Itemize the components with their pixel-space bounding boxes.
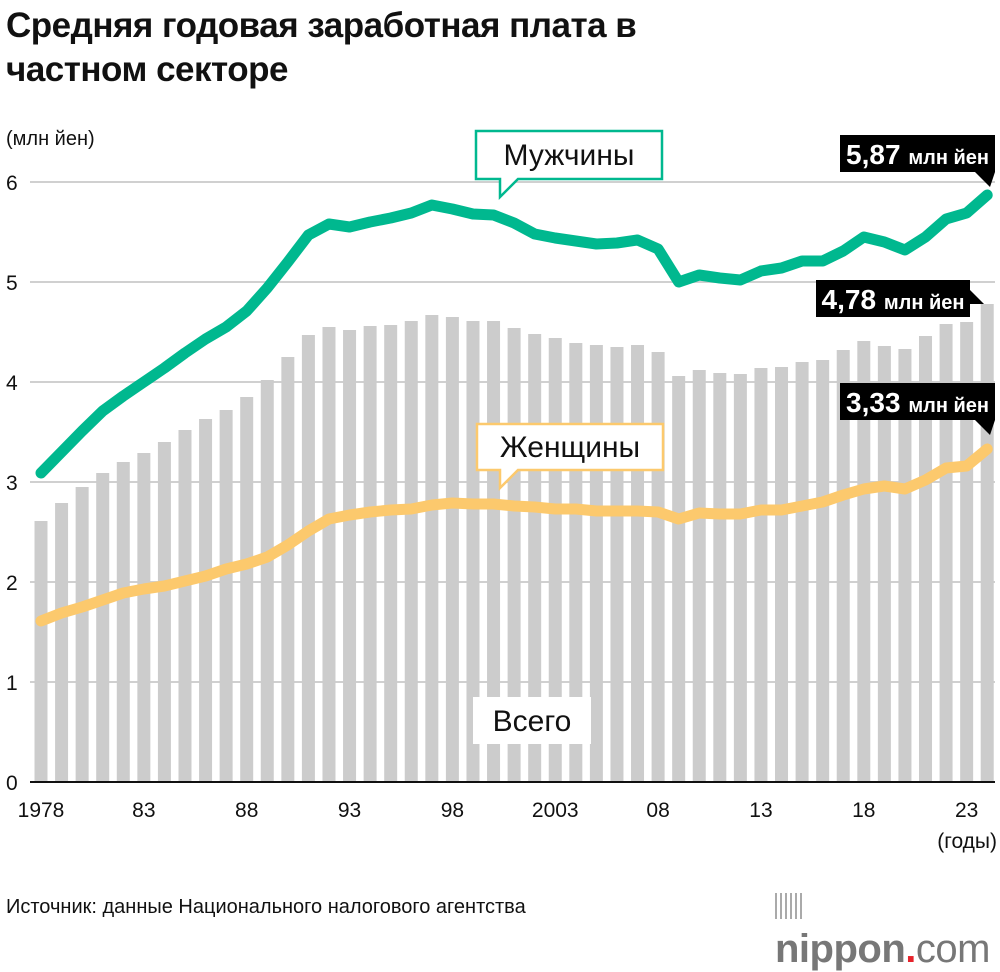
end-label-women-value: 3,33 — [846, 387, 908, 418]
end-label-total-box — [816, 280, 970, 317]
y-tick-label: 6 — [6, 172, 18, 195]
y-tick-label: 0 — [6, 772, 18, 795]
bar-total — [240, 397, 254, 782]
title-line-2: частном секторе — [6, 50, 288, 89]
end-label-women-pointer — [975, 420, 995, 435]
bar-total — [199, 419, 213, 782]
x-tick-label: 08 — [646, 799, 669, 822]
end-label-men-box — [840, 135, 995, 172]
bar-total — [301, 335, 315, 782]
logo-suffix: com — [915, 927, 991, 971]
end-label-total-text: 4,78 млн йен — [822, 284, 965, 315]
bar-total — [672, 376, 686, 782]
legend-total: Всего — [473, 697, 591, 744]
end-label-men: 5,87 млн йен — [840, 135, 995, 187]
bar-total — [939, 324, 953, 782]
bar-total — [775, 367, 789, 782]
bar-total — [754, 368, 768, 782]
x-tick-label: 93 — [338, 799, 361, 822]
end-label-women: 3,33 млн йен — [840, 383, 995, 435]
line-men — [35, 189, 993, 479]
bar-total — [589, 345, 603, 782]
bar-total — [75, 487, 89, 782]
source-note: Источник: данные Национального налоговог… — [6, 896, 526, 918]
legend-men-box — [474, 129, 664, 201]
bar-total — [219, 410, 233, 782]
bar-total — [713, 373, 727, 782]
line-women — [35, 443, 993, 627]
end-label-men-text: 5,87 млн йен — [846, 139, 989, 170]
bar-total — [610, 347, 624, 782]
x-tick-label: 1978 — [18, 799, 65, 822]
bar-total — [260, 380, 274, 782]
end-label-women-box — [840, 383, 995, 420]
end-label-total-pointer — [970, 290, 984, 304]
bar-total — [384, 325, 398, 782]
bar-total — [116, 462, 130, 782]
x-tick-label: 2003 — [532, 799, 579, 822]
bar-total — [363, 326, 377, 782]
x-tick-label: 83 — [132, 799, 155, 822]
bar-total — [960, 322, 974, 782]
end-label-men-unit: млн йен — [908, 147, 989, 169]
end-label-women-unit: млн йен — [908, 395, 989, 417]
bar-total — [877, 346, 891, 782]
bar-total — [795, 362, 809, 782]
x-tick-label: 88 — [235, 799, 258, 822]
legend-men: Мужчины — [474, 129, 664, 201]
bar-total — [919, 336, 933, 782]
end-label-total-value: 4,78 — [822, 284, 884, 315]
legend-men-label: Мужчины — [504, 139, 635, 172]
y-tick-label: 5 — [6, 272, 18, 295]
y-tick-label: 2 — [6, 572, 18, 595]
bar-total — [836, 350, 850, 782]
bar-total — [157, 442, 171, 782]
bar-total — [631, 345, 645, 782]
bar-total — [96, 473, 110, 782]
bar-total — [178, 430, 192, 782]
y-tick-label: 1 — [6, 672, 18, 695]
legend-women-box — [475, 422, 665, 492]
end-label-women-text: 3,33 млн йен — [846, 387, 989, 418]
logo-main: nippon — [775, 927, 906, 971]
bar-total — [898, 349, 912, 782]
title-line-1: Средняя годовая заработная плата в — [6, 6, 637, 45]
bar-total — [692, 370, 706, 782]
y-tick-label: 4 — [6, 372, 18, 395]
y-tick-label: 3 — [6, 472, 18, 495]
bar-total — [733, 374, 747, 782]
bar-total — [322, 327, 336, 782]
x-tick-label: 18 — [852, 799, 875, 822]
bar-total — [404, 321, 418, 782]
x-axis-unit: (годы) — [937, 830, 997, 853]
logo-bars-icon — [775, 893, 803, 919]
bar-total — [343, 330, 357, 782]
bar-total — [34, 521, 48, 782]
bar-total — [857, 341, 871, 782]
legend-women: Женщины — [475, 422, 665, 492]
bar-total — [55, 503, 69, 782]
x-tick-label: 13 — [749, 799, 772, 822]
legend-total-box — [473, 697, 591, 744]
chart-title: Средняя годовая заработная плата в частн… — [6, 4, 637, 92]
bar-total — [445, 317, 459, 782]
bar-total — [816, 360, 830, 782]
x-tick-label: 23 — [955, 799, 978, 822]
legend-women-label: Женщины — [500, 431, 640, 464]
nippon-logo: nippon.com — [775, 882, 1000, 972]
logo-dot: . — [905, 927, 916, 971]
bar-total — [137, 453, 151, 782]
end-label-men-value: 5,87 — [846, 139, 908, 170]
end-label-total-unit: млн йен — [884, 292, 965, 314]
legend-total-label: Всего — [493, 705, 572, 738]
x-tick-label: 98 — [441, 799, 464, 822]
end-label-total: 4,78 млн йен — [816, 280, 984, 317]
y-axis-unit: (млн йен) — [6, 128, 95, 150]
end-label-men-pointer — [975, 172, 995, 187]
bar-total — [281, 357, 295, 782]
bar-total — [651, 352, 665, 782]
bar-total — [425, 315, 439, 782]
bar-total — [980, 304, 994, 782]
